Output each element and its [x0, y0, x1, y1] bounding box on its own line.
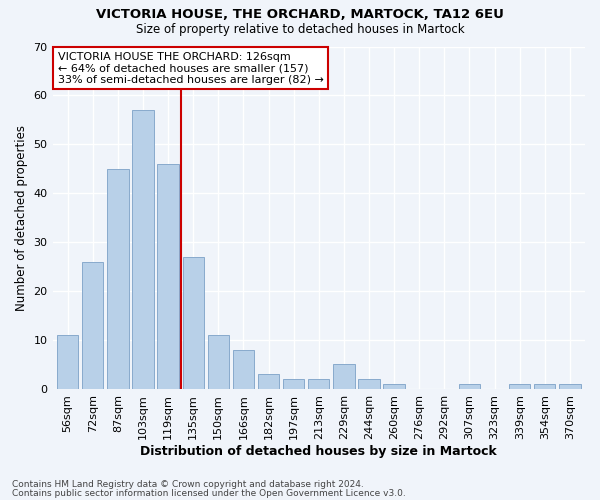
X-axis label: Distribution of detached houses by size in Martock: Distribution of detached houses by size …	[140, 444, 497, 458]
Bar	[107, 169, 128, 389]
Bar	[157, 164, 179, 389]
Bar	[182, 257, 204, 389]
Bar	[358, 379, 380, 389]
Bar	[283, 379, 304, 389]
Bar	[333, 364, 355, 389]
Bar	[459, 384, 480, 389]
Text: Size of property relative to detached houses in Martock: Size of property relative to detached ho…	[136, 22, 464, 36]
Bar	[258, 374, 279, 389]
Text: VICTORIA HOUSE THE ORCHARD: 126sqm
← 64% of detached houses are smaller (157)
33: VICTORIA HOUSE THE ORCHARD: 126sqm ← 64%…	[58, 52, 324, 85]
Text: Contains public sector information licensed under the Open Government Licence v3: Contains public sector information licen…	[12, 488, 406, 498]
Bar	[208, 335, 229, 389]
Bar	[82, 262, 103, 389]
Bar	[559, 384, 581, 389]
Bar	[509, 384, 530, 389]
Bar	[132, 110, 154, 389]
Y-axis label: Number of detached properties: Number of detached properties	[15, 124, 28, 310]
Bar	[534, 384, 556, 389]
Bar	[383, 384, 405, 389]
Bar	[57, 335, 78, 389]
Bar	[308, 379, 329, 389]
Text: VICTORIA HOUSE, THE ORCHARD, MARTOCK, TA12 6EU: VICTORIA HOUSE, THE ORCHARD, MARTOCK, TA…	[96, 8, 504, 20]
Text: Contains HM Land Registry data © Crown copyright and database right 2024.: Contains HM Land Registry data © Crown c…	[12, 480, 364, 489]
Bar	[233, 350, 254, 389]
